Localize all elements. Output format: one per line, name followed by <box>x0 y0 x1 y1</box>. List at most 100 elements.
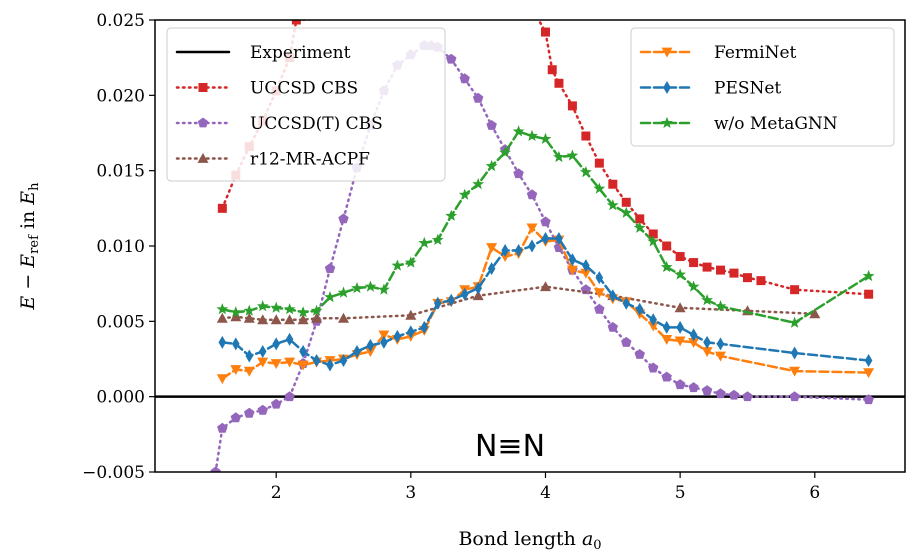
molecule-annotation: N≡N <box>475 429 545 464</box>
data-point-ferminet <box>243 366 255 377</box>
data-point-pesnet <box>582 259 590 273</box>
legend-entry-r12-mr-acpf: r12-MR-ACPF <box>175 150 370 170</box>
legend-right: FermiNet PESNet w/o MetaGNN <box>630 27 895 147</box>
data-point-w-o-metagnn <box>472 178 485 190</box>
legend-marker <box>663 81 671 94</box>
data-point-uccsd-t-cbs <box>540 216 551 227</box>
data-point-pesnet <box>595 271 604 285</box>
data-point-uccsd-cbs <box>567 101 577 111</box>
data-point-pesnet <box>245 349 254 363</box>
data-point-uccsd-cbs <box>291 20 301 25</box>
data-point-r12-mr-acpf <box>311 312 323 323</box>
data-point-pesnet <box>609 289 617 303</box>
data-point-uccsd-cbs <box>729 268 739 278</box>
data-point-r12-mr-acpf <box>472 290 484 301</box>
data-point-uccsd-t-cbs <box>688 382 699 393</box>
data-point-w-o-metagnn <box>512 125 525 137</box>
series-line-w-o-metagnn <box>221 130 870 325</box>
data-point-uccsd-cbs <box>621 197 631 207</box>
data-point-ferminet <box>270 359 282 369</box>
legend-label: FermiNet <box>714 43 797 63</box>
data-point-w-o-metagnn <box>337 286 350 298</box>
data-point-uccsd-cbs <box>594 158 604 168</box>
data-point-uccsd-t-cbs <box>324 263 336 273</box>
data-point-ferminet <box>230 365 242 375</box>
data-point-uccsd-t-cbs <box>863 394 874 405</box>
y-tick-label: 0.020 <box>96 86 145 106</box>
data-point-uccsd-t-cbs <box>648 362 659 373</box>
data-point-ferminet <box>284 357 296 368</box>
legend-entry-pesnet: PESNet <box>639 79 781 99</box>
data-point-uccsd-t-cbs <box>244 407 255 418</box>
data-point-w-o-metagnn <box>270 301 283 313</box>
data-point-w-o-metagnn <box>310 304 323 316</box>
x-tick-label: 4 <box>540 483 551 503</box>
data-point-uccsd-t-cbs <box>526 189 538 200</box>
data-point-ferminet <box>863 368 875 379</box>
data-point-uccsd-cbs <box>716 265 726 275</box>
data-point-w-o-metagnn <box>324 291 336 303</box>
series-line-uccsd-t-cbs <box>214 44 870 472</box>
data-point-pesnet <box>716 337 725 351</box>
data-point-uccsd-t-cbs <box>728 389 740 400</box>
data-point-uccsd-t-cbs <box>486 120 497 130</box>
data-point-uccsd-t-cbs <box>661 371 672 382</box>
data-point-uccsd-cbs <box>790 285 800 295</box>
legend-marker <box>197 117 209 128</box>
data-point-ferminet <box>580 268 592 279</box>
y-tick-label: 0.000 <box>96 388 145 408</box>
data-point-uccsd-t-cbs <box>271 398 282 409</box>
data-point-w-o-metagnn <box>499 146 511 158</box>
data-point-w-o-metagnn <box>351 282 363 294</box>
data-point-uccsd-cbs <box>217 203 227 213</box>
y-tick-label: 0.010 <box>96 237 145 257</box>
data-point-w-o-metagnn <box>633 221 646 233</box>
data-point-w-o-metagnn <box>660 260 673 273</box>
data-point-r12-mr-acpf <box>284 314 296 325</box>
data-point-w-o-metagnn <box>647 235 660 247</box>
data-point-w-o-metagnn <box>256 300 269 312</box>
data-point-pesnet <box>447 293 455 307</box>
data-point-w-o-metagnn <box>283 303 296 315</box>
y-tick-label: 0.005 <box>96 312 145 332</box>
data-point-pesnet <box>622 296 631 310</box>
data-point-ferminet <box>661 335 673 345</box>
y-tick-label: 0.015 <box>96 162 145 182</box>
data-point-pesnet <box>487 262 496 276</box>
data-point-w-o-metagnn <box>431 233 444 245</box>
data-point-w-o-metagnn <box>404 256 417 268</box>
data-point-ferminet <box>647 321 659 332</box>
data-point-r12-mr-acpf <box>216 312 228 323</box>
data-point-w-o-metagnn <box>539 132 552 144</box>
data-point-ferminet <box>378 330 390 341</box>
data-point-r12-mr-acpf <box>257 314 269 325</box>
data-point-w-o-metagnn <box>458 188 471 200</box>
data-point-pesnet <box>676 320 684 334</box>
data-point-uccsd-cbs <box>547 65 557 75</box>
data-point-w-o-metagnn <box>788 316 801 328</box>
data-point-w-o-metagnn <box>620 206 633 218</box>
data-point-pesnet <box>864 354 873 367</box>
data-point-uccsd-cbs <box>648 229 658 239</box>
data-point-pesnet <box>353 345 361 358</box>
data-point-r12-mr-acpf <box>270 314 282 325</box>
data-point-uccsd-t-cbs <box>513 168 524 179</box>
data-point-uccsd-t-cbs <box>210 466 221 472</box>
data-point-w-o-metagnn <box>714 300 727 312</box>
data-point-uccsd-t-cbs <box>284 391 295 402</box>
data-point-pesnet <box>514 244 523 257</box>
data-point-uccsd-t-cbs <box>607 321 618 332</box>
data-point-pesnet <box>312 354 321 367</box>
data-point-uccsd-t-cbs <box>257 404 268 415</box>
data-point-ferminet <box>593 288 605 299</box>
data-point-w-o-metagnn <box>485 159 498 172</box>
data-point-w-o-metagnn <box>526 129 538 141</box>
series-line-ferminet <box>221 225 870 380</box>
data-point-uccsd-t-cbs <box>338 213 349 224</box>
data-point-uccsd-cbs <box>554 78 564 88</box>
legend-marker <box>661 116 673 128</box>
legend-label: Experiment <box>250 43 351 63</box>
legend-label: r12-MR-ACPF <box>250 150 370 170</box>
data-point-pesnet <box>393 329 402 343</box>
data-point-uccsd-cbs <box>528 3 537 12</box>
